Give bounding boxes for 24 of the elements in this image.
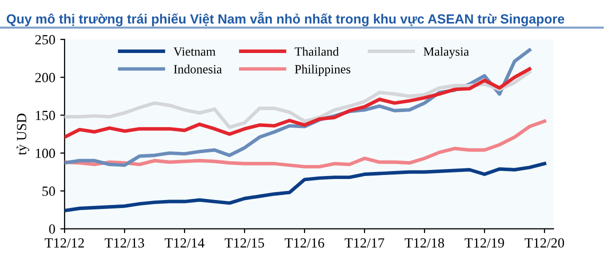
x-tick-label: T12/16 <box>284 238 324 248</box>
x-tick-label: T12/12 <box>44 238 84 248</box>
y-tick-label: 200 <box>35 72 56 82</box>
x-tick-label: T12/19 <box>464 238 504 248</box>
y-tick-label: 150 <box>36 110 56 120</box>
legend-label: Malaysia <box>424 46 469 58</box>
x-tick-label: T12/17 <box>344 238 384 248</box>
x-tick-label: T12/18 <box>404 238 444 248</box>
legend-label: Indonesia <box>174 64 222 74</box>
chart-title: Quy mô thị trường trái phiếu Việt Nam vẫn nhỏ nhất trong khu vực ASEAN trừ Singapore <box>6 12 564 26</box>
y-tick-label: 100 <box>36 148 56 158</box>
legend-label: Vietnam <box>174 47 216 56</box>
y-tick-label: 250 <box>35 35 56 44</box>
legend-label: Thailand <box>294 46 339 56</box>
x-tick-label: T12/14 <box>164 238 204 248</box>
line-series <box>64 120 546 168</box>
x-tick-label: T12/15 <box>224 238 264 248</box>
y-axis-title: tỷ USD <box>16 114 30 156</box>
y-tick-label: 50 <box>42 186 56 196</box>
line-series <box>64 162 546 212</box>
x-tick-label: T12/20 <box>524 238 564 248</box>
legend-label: Philippines <box>294 64 350 76</box>
y-tick-label: 0 <box>49 224 56 234</box>
x-tick-label: T12/13 <box>104 238 144 248</box>
